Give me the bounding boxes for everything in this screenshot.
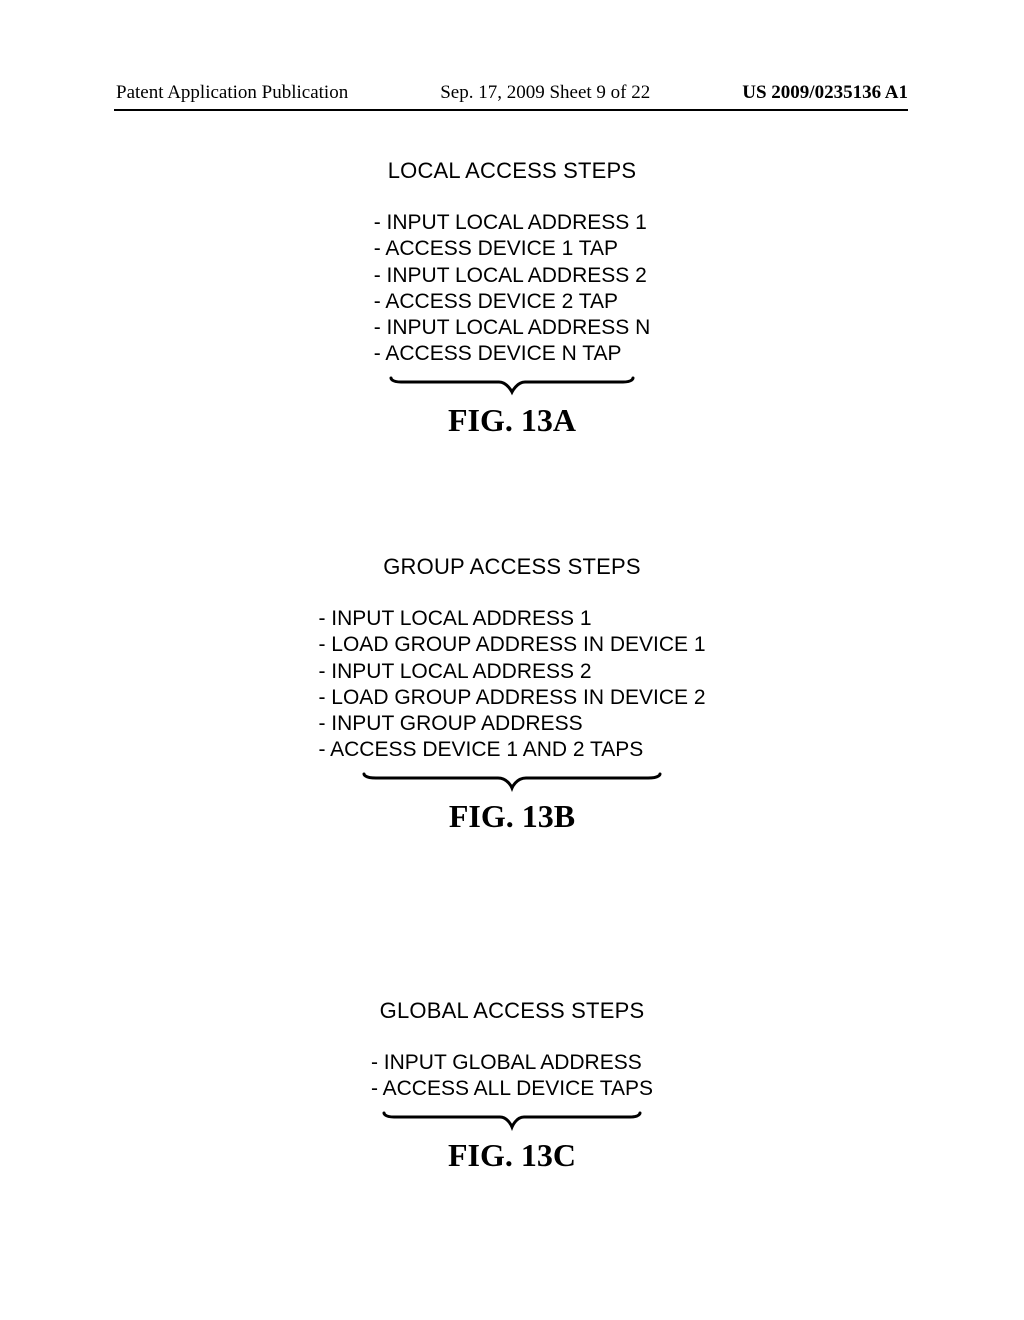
figure-13c-label: FIG. 13C bbox=[448, 1137, 576, 1174]
curly-brace-icon bbox=[382, 1109, 642, 1131]
list-item: - INPUT LOCAL ADDRESS 2 bbox=[318, 659, 705, 685]
figure-13c-title: GLOBAL ACCESS STEPS bbox=[380, 998, 645, 1024]
header-left: Patent Application Publication bbox=[116, 82, 348, 104]
list-item: - INPUT GLOBAL ADDRESS bbox=[371, 1050, 653, 1076]
figure-13b-list: - INPUT LOCAL ADDRESS 1 - LOAD GROUP ADD… bbox=[318, 606, 705, 764]
figure-13b-label: FIG. 13B bbox=[449, 798, 575, 835]
figure-13c-list: - INPUT GLOBAL ADDRESS - ACCESS ALL DEVI… bbox=[371, 1050, 653, 1103]
list-item: - ACCESS DEVICE 2 TAP bbox=[374, 289, 651, 315]
list-item: - ACCESS DEVICE 1 TAP bbox=[374, 236, 651, 262]
figure-13b: GROUP ACCESS STEPS - INPUT LOCAL ADDRESS… bbox=[0, 554, 1024, 835]
list-item: - ACCESS DEVICE N TAP bbox=[374, 341, 651, 367]
list-item: - INPUT LOCAL ADDRESS N bbox=[374, 315, 651, 341]
list-item: - INPUT LOCAL ADDRESS 2 bbox=[374, 263, 651, 289]
figure-13b-title: GROUP ACCESS STEPS bbox=[383, 554, 641, 580]
curly-brace-icon bbox=[362, 770, 662, 792]
list-item: - INPUT LOCAL ADDRESS 1 bbox=[374, 210, 651, 236]
list-item: - LOAD GROUP ADDRESS IN DEVICE 1 bbox=[318, 632, 705, 658]
header-divider bbox=[114, 109, 908, 111]
list-item: - INPUT LOCAL ADDRESS 1 bbox=[318, 606, 705, 632]
header-right: US 2009/0235136 A1 bbox=[742, 82, 908, 104]
page-header: Patent Application Publication Sep. 17, … bbox=[0, 82, 1024, 104]
figure-13c: GLOBAL ACCESS STEPS - INPUT GLOBAL ADDRE… bbox=[0, 998, 1024, 1174]
list-item: - ACCESS ALL DEVICE TAPS bbox=[371, 1076, 653, 1102]
list-item: - INPUT GROUP ADDRESS bbox=[318, 711, 705, 737]
figure-13a: LOCAL ACCESS STEPS - INPUT LOCAL ADDRESS… bbox=[0, 158, 1024, 439]
curly-brace-icon bbox=[389, 374, 635, 396]
header-row: Patent Application Publication Sep. 17, … bbox=[116, 82, 908, 104]
list-item: - ACCESS DEVICE 1 AND 2 TAPS bbox=[318, 737, 705, 763]
figure-13a-title: LOCAL ACCESS STEPS bbox=[388, 158, 637, 184]
figure-13a-list: - INPUT LOCAL ADDRESS 1 - ACCESS DEVICE … bbox=[374, 210, 651, 368]
list-item: - LOAD GROUP ADDRESS IN DEVICE 2 bbox=[318, 685, 705, 711]
header-center: Sep. 17, 2009 Sheet 9 of 22 bbox=[440, 82, 650, 104]
figure-13a-label: FIG. 13A bbox=[448, 402, 576, 439]
